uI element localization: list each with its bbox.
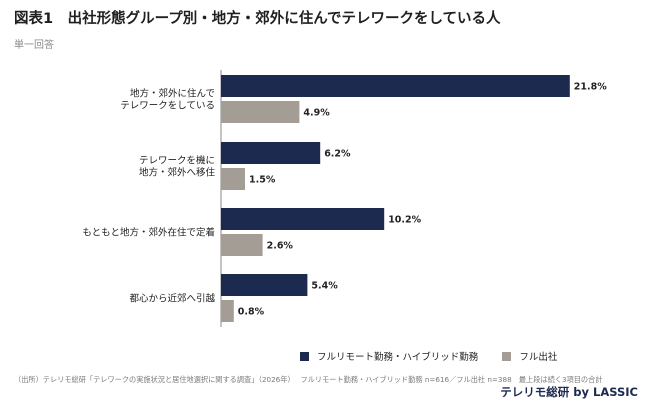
category-label-line: 都心から近郊へ引越: [129, 293, 215, 305]
bar-office: [221, 234, 263, 256]
data-label: 2.6%: [267, 241, 294, 252]
category-label-line: 地方・郊外に住んで: [130, 88, 215, 100]
legend: フルリモート勤務・ハイブリッド勤務 フル出社: [300, 349, 581, 363]
category-label-line: もともと地方・郊外在住で定着: [82, 227, 215, 239]
legend-label-remote: フルリモート勤務・ハイブリッド勤務: [317, 352, 479, 363]
data-label: 5.4%: [311, 281, 338, 292]
category-label: テレワークを機に地方・郊外へ移住: [139, 155, 216, 179]
data-label: 4.9%: [303, 108, 330, 119]
legend-item-office: フル出社: [502, 349, 557, 363]
bar-remote: [221, 142, 321, 164]
bar-office: [221, 168, 245, 190]
bar-remote: [221, 208, 385, 230]
brand-logo-text: テレリモ総研 by LASSIC: [500, 385, 638, 399]
bar-remote: [221, 274, 308, 296]
data-label: 1.5%: [249, 175, 276, 186]
bar-remote: [221, 75, 570, 97]
category-label-line: 地方・郊外へ移住: [139, 167, 216, 179]
category-label: 都心から近郊へ引越: [129, 293, 215, 305]
legend-label-office: フル出社: [519, 352, 558, 363]
data-label: 6.2%: [324, 149, 351, 160]
source-footnote: （出所）テレリモ総研「テレワークの実施状況と居住地選択に関する調査」（2026年…: [14, 375, 603, 384]
data-label: 0.8%: [238, 307, 265, 318]
category-label-line: テレワークを機に: [139, 155, 215, 167]
chart-title: 図表1 出社形態グループ別・地方・郊外に住んでテレワークをしている人: [14, 11, 501, 27]
legend-swatch-office: [502, 351, 512, 361]
chart-subtitle: 単一回答: [14, 40, 54, 51]
bar-office: [221, 300, 234, 322]
legend-item-remote: フルリモート勤務・ハイブリッド勤務: [300, 349, 478, 363]
category-label-line: テレワークをしている: [120, 101, 215, 112]
data-label: 21.8%: [574, 82, 607, 93]
data-label: 10.2%: [388, 215, 421, 226]
category-label: もともと地方・郊外在住で定着: [82, 227, 215, 239]
category-label: 地方・郊外に住んでテレワークをしている: [120, 88, 215, 112]
legend-swatch-remote: [300, 351, 309, 361]
bar-office: [221, 101, 300, 123]
